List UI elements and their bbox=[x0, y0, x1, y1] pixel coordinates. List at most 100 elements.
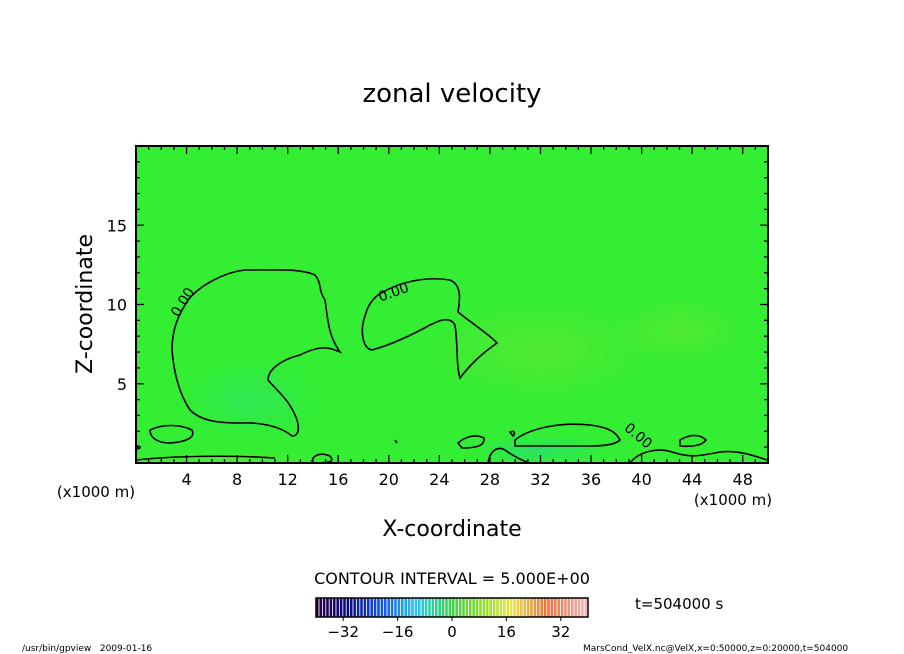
colorbar-cell bbox=[506, 598, 509, 617]
colorbar-cell bbox=[492, 598, 496, 617]
colorbar-cell bbox=[424, 598, 428, 617]
contour-line bbox=[679, 434, 708, 448]
field-blob bbox=[470, 435, 610, 463]
colorbar-cell bbox=[581, 598, 584, 617]
colorbar-cell bbox=[394, 598, 397, 617]
colorbar-cell bbox=[373, 598, 377, 617]
colorbar-tick-label: 16 bbox=[497, 623, 516, 641]
colorbar-cell bbox=[435, 598, 438, 617]
colorbar-cell bbox=[479, 598, 482, 617]
colorbar-cell bbox=[356, 598, 360, 617]
colorbar-cell bbox=[387, 598, 390, 617]
x-tick-label: 32 bbox=[530, 470, 550, 489]
field-blob bbox=[180, 360, 320, 440]
colorbar-cell bbox=[319, 598, 322, 617]
colorbar-cell bbox=[533, 598, 537, 617]
colorbar-cell bbox=[452, 598, 455, 617]
colorbar-cell bbox=[509, 598, 513, 617]
y-axis-title: Z-coordinate bbox=[73, 234, 98, 374]
colorbar-ticks: −32 −16 0 16 32 bbox=[327, 617, 570, 641]
colorbar-cell bbox=[326, 598, 329, 617]
colorbar-tick-label: 32 bbox=[551, 623, 570, 641]
colorbar-cell bbox=[564, 598, 567, 617]
contour-line bbox=[149, 424, 194, 444]
colorbar-cell bbox=[418, 598, 421, 617]
colorbar-cell bbox=[571, 598, 574, 617]
y-tick-label: 15 bbox=[107, 216, 127, 235]
colorbar-cell bbox=[523, 598, 526, 617]
colorbar-cell bbox=[397, 598, 401, 617]
x-tick-label: 8 bbox=[232, 470, 242, 489]
colorbar-cell bbox=[574, 598, 577, 617]
colorbar-cell bbox=[421, 598, 424, 617]
time-label: t=504000 s bbox=[635, 595, 723, 613]
colorbar-cell bbox=[482, 598, 486, 617]
colorbar-cell bbox=[520, 598, 523, 617]
colorbar-cell bbox=[350, 598, 353, 617]
x-axis: 4 8 12 16 20 24 28 32 36 40 44 48 bbox=[147, 146, 757, 489]
colorbar-cell bbox=[547, 598, 550, 617]
colorbar-cell bbox=[496, 598, 499, 617]
x-tick-label: 48 bbox=[733, 470, 753, 489]
colorbar-cell bbox=[465, 598, 469, 617]
colorbar-cell bbox=[475, 598, 479, 617]
x-tick-label: 36 bbox=[581, 470, 601, 489]
colorbar-cell bbox=[554, 598, 557, 617]
colorbar-cell bbox=[469, 598, 472, 617]
x-tick-label: 28 bbox=[480, 470, 500, 489]
colorbar-cell bbox=[370, 598, 373, 617]
colorbar-cell bbox=[445, 598, 448, 617]
colorbar-cell bbox=[360, 598, 363, 617]
colorbar-cell bbox=[513, 598, 516, 617]
colorbar-cell bbox=[380, 598, 384, 617]
y-axis: 5 10 15 bbox=[107, 161, 768, 448]
colorbar-cell bbox=[363, 598, 367, 617]
colorbar-cell bbox=[458, 598, 462, 617]
colorbar-cell bbox=[540, 598, 543, 617]
colorbar-cell bbox=[401, 598, 404, 617]
contour-line bbox=[508, 430, 516, 438]
colorbar-cell bbox=[346, 598, 350, 617]
zero-contours bbox=[136, 268, 768, 463]
colorbar-cell bbox=[486, 598, 489, 617]
colorbar-tick-label: 0 bbox=[447, 623, 457, 641]
contour-line bbox=[487, 447, 531, 463]
colorbar-cell bbox=[404, 598, 407, 617]
colorbar-cell bbox=[377, 598, 380, 617]
chart-title: zonal velocity bbox=[362, 79, 541, 109]
colorbar-cell bbox=[343, 598, 346, 617]
x-tick-label: 40 bbox=[631, 470, 651, 489]
colorbar-cell bbox=[499, 598, 503, 617]
colorbar-cell bbox=[441, 598, 445, 617]
colorbar-cell bbox=[530, 598, 533, 617]
colorbar-cell bbox=[516, 598, 520, 617]
footer-left: /usr/bin/gpview 2009-01-16 bbox=[22, 644, 152, 654]
colorbar-cell bbox=[407, 598, 411, 617]
contour-interval-label: CONTOUR INTERVAL = 5.000E+00 bbox=[314, 569, 590, 588]
field-blob bbox=[610, 295, 750, 365]
colorbar-cell bbox=[557, 598, 560, 617]
colorbar-cell bbox=[390, 598, 394, 617]
colorbar bbox=[316, 598, 588, 617]
colorbar-cell bbox=[567, 598, 571, 617]
colorbar-cell bbox=[455, 598, 458, 617]
x-tick-label: 4 bbox=[181, 470, 191, 489]
contour-line bbox=[361, 277, 499, 380]
colorbar-cell bbox=[560, 598, 564, 617]
colorbar-cell bbox=[339, 598, 343, 617]
colorbar-cell bbox=[584, 598, 588, 617]
contour-line bbox=[514, 423, 621, 447]
colorbar-cell bbox=[537, 598, 540, 617]
colorbar-cell bbox=[526, 598, 530, 617]
contour-line bbox=[136, 455, 276, 461]
colorbar-cell bbox=[367, 598, 370, 617]
colorbar-cell bbox=[577, 598, 581, 617]
colorbar-cell bbox=[489, 598, 492, 617]
colorbar-cell bbox=[411, 598, 414, 617]
contour-line bbox=[394, 439, 398, 444]
colorbar-cell bbox=[428, 598, 431, 617]
y-tick-label: 10 bbox=[107, 296, 127, 315]
x-tick-label: 24 bbox=[429, 470, 449, 489]
x-tick-label: 44 bbox=[682, 470, 702, 489]
x-tick-label: 12 bbox=[278, 470, 298, 489]
